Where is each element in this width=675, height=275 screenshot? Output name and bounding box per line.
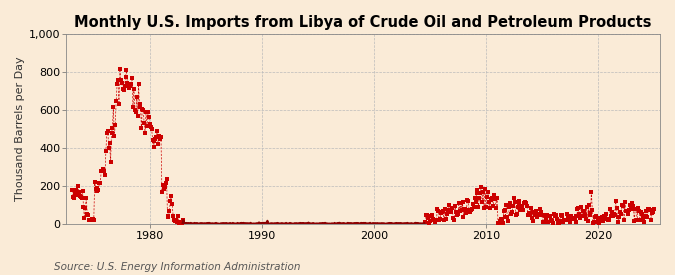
Title: Monthly U.S. Imports from Libya of Crude Oil and Petroleum Products: Monthly U.S. Imports from Libya of Crude… (74, 15, 652, 30)
Text: Source: U.S. Energy Information Administration: Source: U.S. Energy Information Administ… (54, 262, 300, 272)
Y-axis label: Thousand Barrels per Day: Thousand Barrels per Day (15, 57, 25, 201)
